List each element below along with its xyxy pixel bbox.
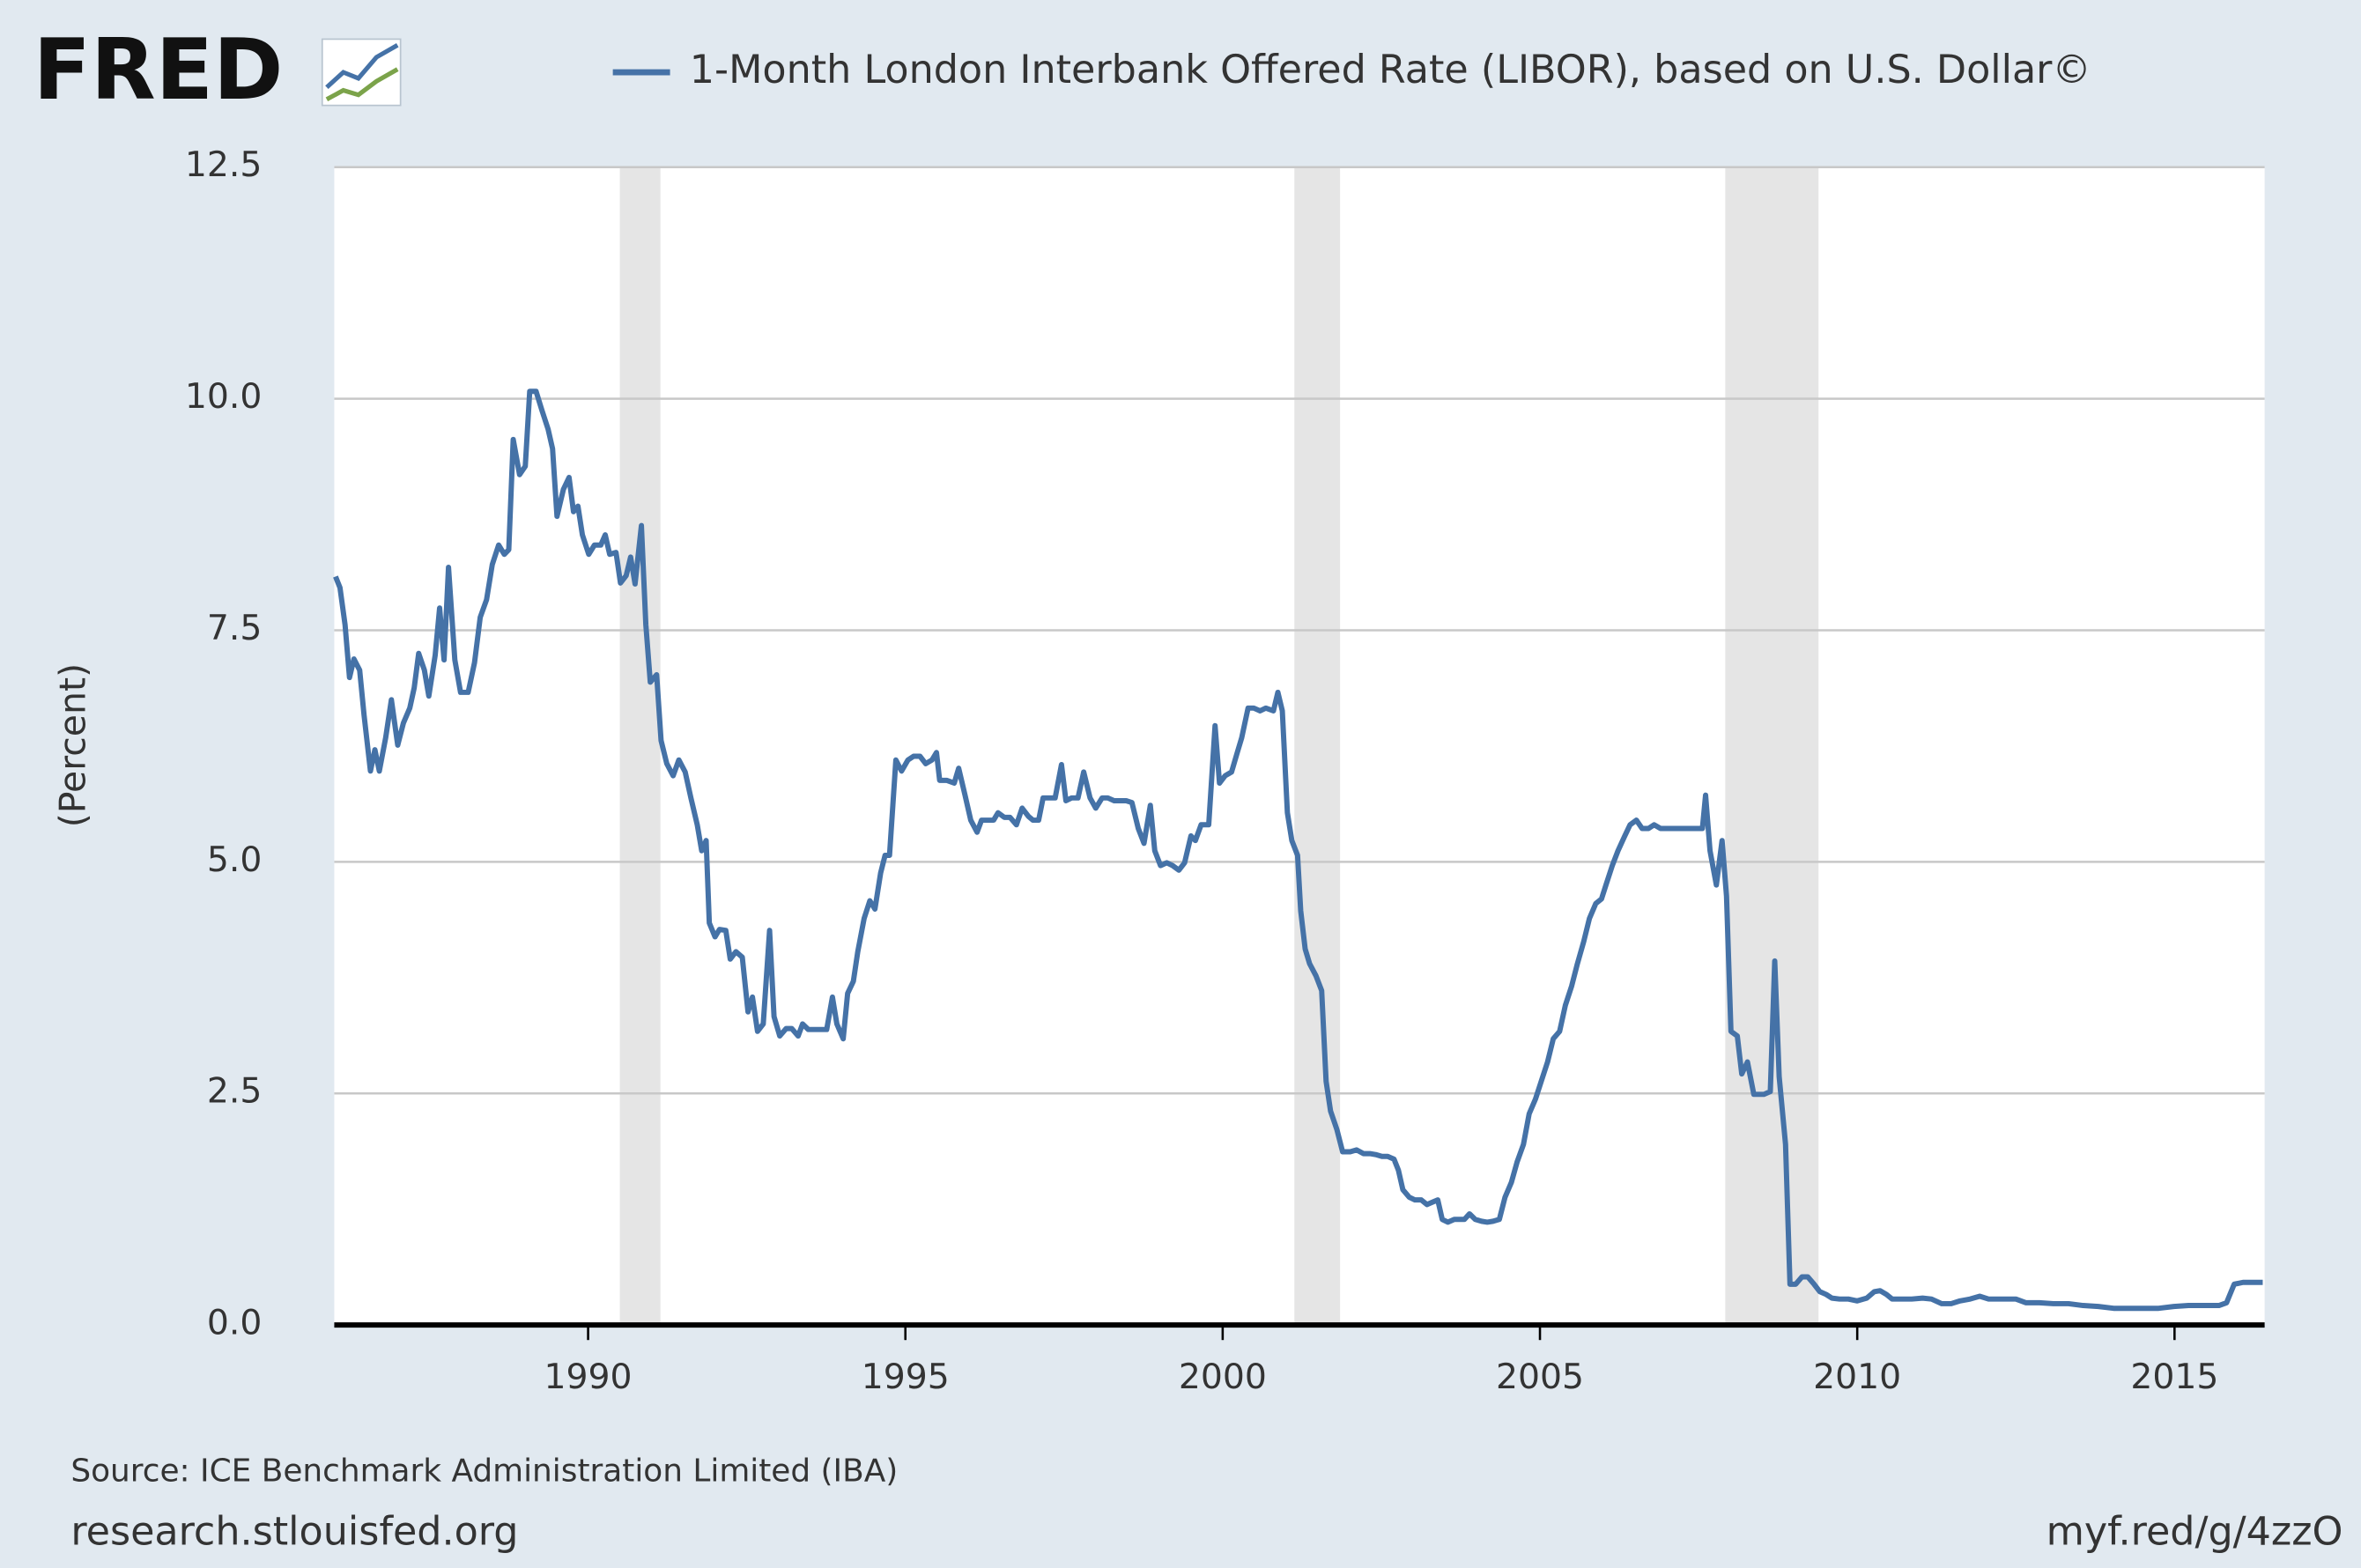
x-tick-label: 2015 (2130, 1357, 2218, 1397)
x-tick-label: 2005 (1496, 1357, 1584, 1397)
logo: FRED (33, 20, 284, 119)
x-tick-label: 2010 (1813, 1357, 1901, 1397)
legend-label: 1-Month London Interbank Offered Rate (L… (690, 48, 2091, 92)
logo-icon (321, 38, 402, 107)
site: research.stlouisfed.org (70, 1510, 518, 1555)
recession-band (619, 166, 661, 1326)
recession-band (1725, 166, 1819, 1326)
x-tick-label: 1995 (862, 1357, 950, 1397)
y-tick-label: 12.5 (185, 145, 262, 185)
x-tick-label: 1990 (544, 1357, 633, 1397)
y-tick-label: 5.0 (207, 840, 262, 880)
y-tick-label: 7.5 (207, 609, 262, 648)
short-link: myf.red/g/4zzO (2046, 1510, 2343, 1555)
y-tick-label: 2.5 (207, 1072, 262, 1112)
y-axis-label: (Percent) (51, 663, 93, 827)
series-line (333, 388, 2263, 1312)
x-tick-label: 2000 (1179, 1357, 1267, 1397)
y-tick-label: 10.0 (185, 377, 262, 417)
y-tick-label: 0.0 (207, 1304, 262, 1343)
recession-band (1294, 166, 1341, 1326)
source: Source: ICE Benchmark Administration Lim… (70, 1453, 898, 1490)
